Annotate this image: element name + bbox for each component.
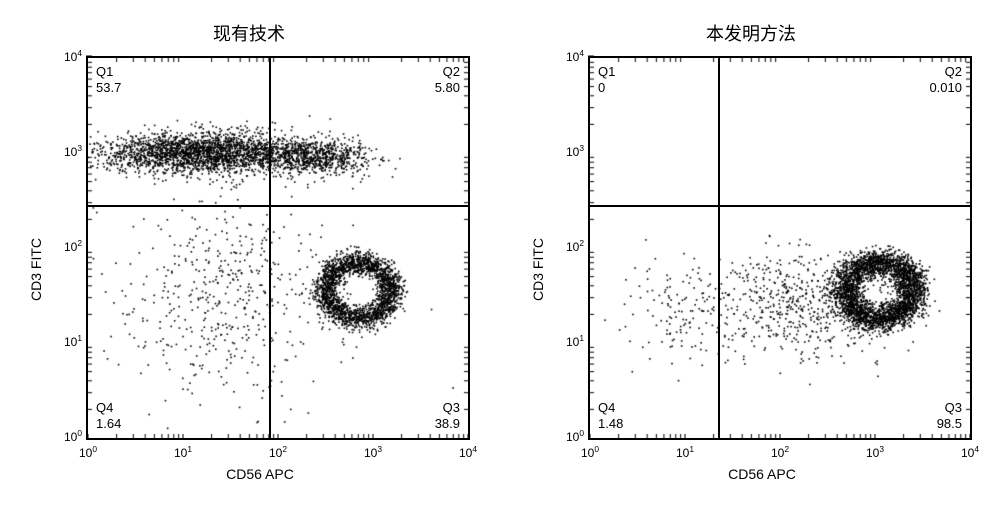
y-tick: 101 [64,333,82,349]
axis-box-right: 100101102103104 Q10Q20.010Q41.48Q398.5 1… [552,56,972,482]
panel-title-right: 本发明方法 [706,20,796,46]
x-tick: 104 [459,444,477,460]
x-axis-label-left: CD56 APC [226,466,294,482]
quadrant-label-q1: Q153.7 [96,64,121,97]
x-tick: 103 [866,444,884,460]
x-tick: 100 [581,444,599,460]
axis-box-left: 100101102103104 Q153.7Q25.80Q41.64Q338.9… [50,56,470,482]
y-ticks-left: 100101102103104 [50,56,86,436]
panel-title-left: 现有技术 [213,20,285,46]
chart-wrap-left: CD3 FITC 100101102103104 Q153.7Q25.80Q41… [28,56,470,482]
x-tick: 101 [676,444,694,460]
quadrant-label-q2: Q20.010 [929,64,962,97]
x-tick: 103 [364,444,382,460]
y-tick: 103 [64,143,82,159]
quadrant-label-q4: Q41.48 [598,400,623,433]
y-tick: 101 [566,333,584,349]
chart-wrap-right: CD3 FITC 100101102103104 Q10Q20.010Q41.4… [530,56,972,482]
quadrant-label-q1: Q10 [598,64,615,97]
scatter-canvas-right [590,58,970,438]
x-axis-label-right: CD56 APC [728,466,796,482]
x-tick: 100 [79,444,97,460]
x-tick: 101 [174,444,192,460]
scatter-plot-left: Q153.7 Q25.80 Q41.64 Q338.9 [86,56,470,440]
x-tick: 102 [269,444,287,460]
quadrant-label-q4: Q41.64 [96,400,121,433]
y-tick: 104 [566,48,584,64]
y-axis-label-left: CD3 FITC [28,238,44,301]
y-axis-label-right: CD3 FITC [530,238,546,301]
y-tick: 104 [64,48,82,64]
panel-left: 现有技术 CD3 FITC 100 101 102 103 104 Q153.7 Q25.… [28,20,470,482]
panel-right: 本发明方法 CD3 FITC 100 101 102 103 104 Q10 Q20.01… [530,20,972,482]
scatter-canvas-left [88,58,468,438]
scatter-plot-right: Q10 Q20.010 Q41.48 Q398.5 [588,56,972,440]
y-ticks-right: 100101102103104 [552,56,588,436]
y-tick: 102 [566,238,584,254]
x-tick: 102 [771,444,789,460]
quadrant-label-q3: Q398.5 [937,400,962,433]
y-tick: 100 [566,428,584,444]
quadrant-label-q2: Q25.80 [435,64,460,97]
x-tick: 104 [961,444,979,460]
y-tick: 102 [64,238,82,254]
x-ticks-left: 100101102103104 [88,440,468,464]
y-tick: 100 [64,428,82,444]
quadrant-label-q3: Q338.9 [435,400,460,433]
y-tick: 103 [566,143,584,159]
x-ticks-right: 100101102103104 [590,440,970,464]
